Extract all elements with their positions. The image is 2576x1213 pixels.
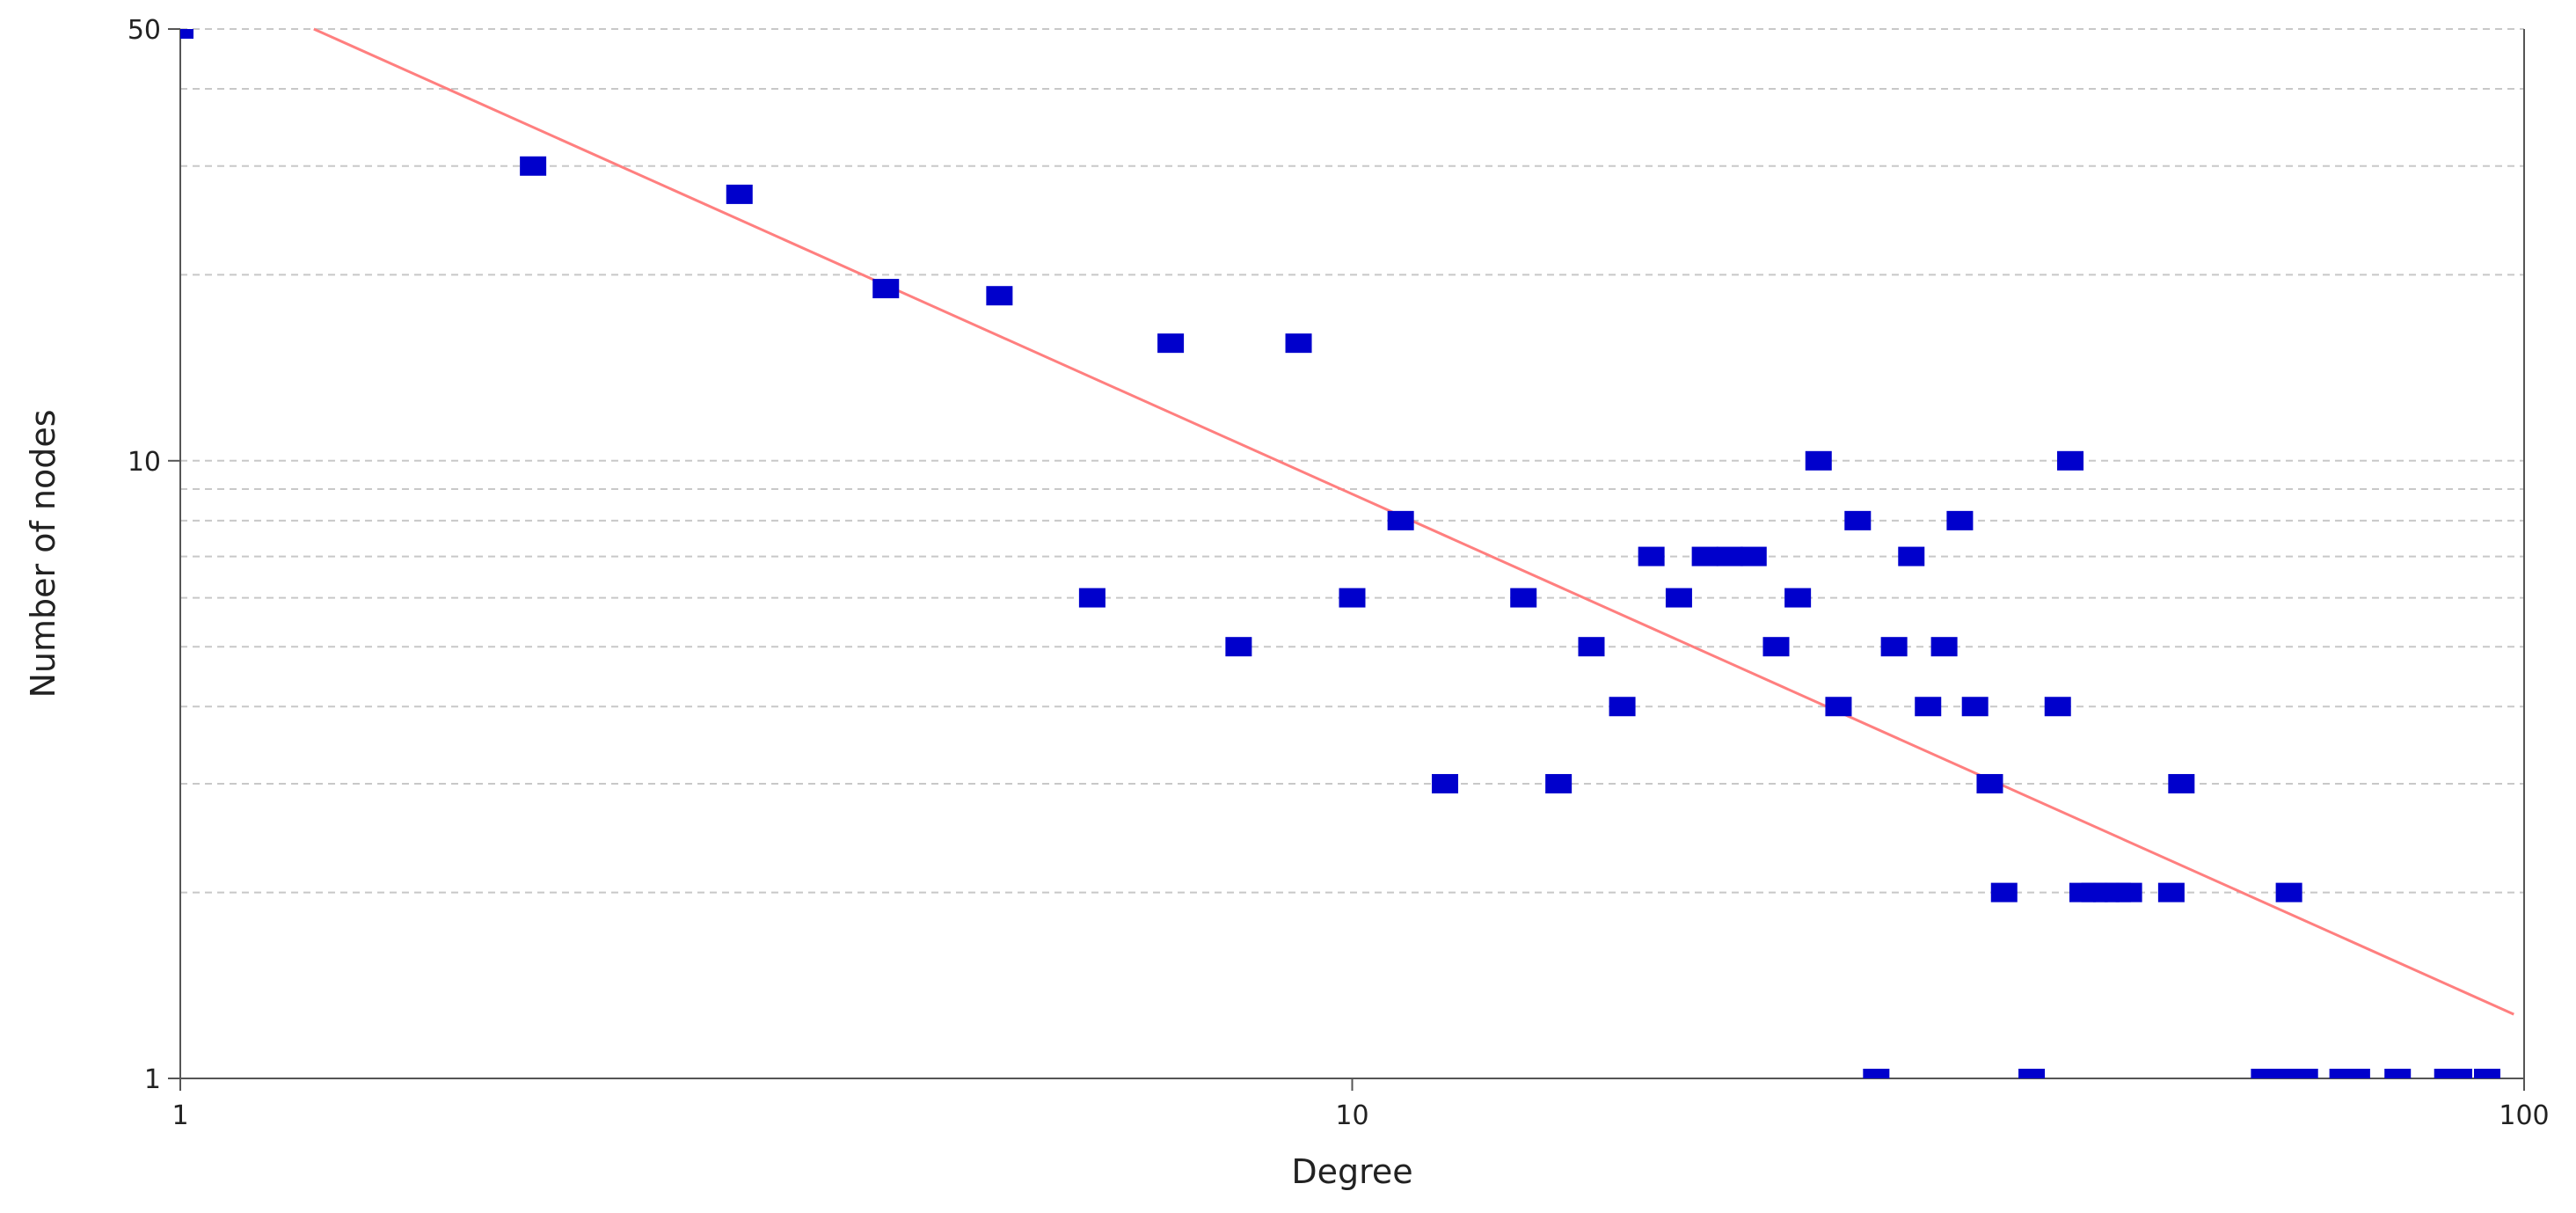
data-point [986,286,1013,306]
y-tick-label: 10 [128,447,161,478]
data-point [2291,1069,2318,1078]
x-axis-title: Degree [1291,1152,1412,1191]
data-point [1285,333,1312,354]
data-point [2343,1069,2370,1078]
data-point [1157,333,1185,354]
data-point [1961,697,1989,717]
data-point [1898,546,1925,566]
data-point [2044,697,2071,717]
data-point [1805,450,1832,471]
y-tick-label: 50 [128,15,161,46]
data-point [2168,773,2195,793]
data-point [2251,1069,2278,1078]
ticks: 1 10 100 1 10 50 [128,15,2550,1131]
data-point [2474,1069,2501,1078]
grid-lines [180,28,2524,894]
data-point [1863,1069,1890,1078]
data-point [1225,637,1252,657]
data-point [1762,637,1790,657]
data-point [1078,588,1106,608]
data-points [180,29,2501,1078]
data-point [1880,637,1908,657]
data-point [2384,1069,2412,1078]
y-axis-title: Number of nodes [24,409,62,698]
data-point [2446,1069,2473,1078]
data-point [1638,546,1665,566]
data-point [180,29,193,39]
data-point [1716,546,1743,566]
x-tick-label: 1 [171,1100,188,1131]
data-point [1930,637,1958,657]
data-point [1387,510,1414,530]
data-point [1510,588,1537,608]
data-point [1976,773,2003,793]
data-point [2057,450,2084,471]
data-point [1825,697,1852,717]
data-point [1740,546,1767,566]
data-point [2115,882,2142,902]
y-tick-label: 1 [144,1064,161,1095]
data-point [1545,773,1573,793]
data-point [1578,637,1605,657]
data-point [1990,882,2018,902]
data-point [520,156,547,176]
data-point [1665,588,1692,608]
axes [179,29,2525,1079]
data-point [1844,510,1872,530]
data-point [1339,588,1366,608]
data-point [2275,882,2302,902]
data-point [1432,773,1459,793]
data-point [1609,697,1636,717]
data-point [872,279,900,299]
x-tick-label: 100 [2499,1100,2549,1131]
x-tick-label: 10 [1335,1100,1368,1131]
data-point [2329,1069,2356,1078]
data-point [1915,697,1942,717]
data-point [1946,510,1974,530]
data-point [2157,882,2185,902]
data-point [726,184,753,204]
data-point [2267,1069,2295,1078]
data-point [1784,588,1812,608]
data-point [1691,546,1719,566]
data-point [2018,1069,2046,1078]
